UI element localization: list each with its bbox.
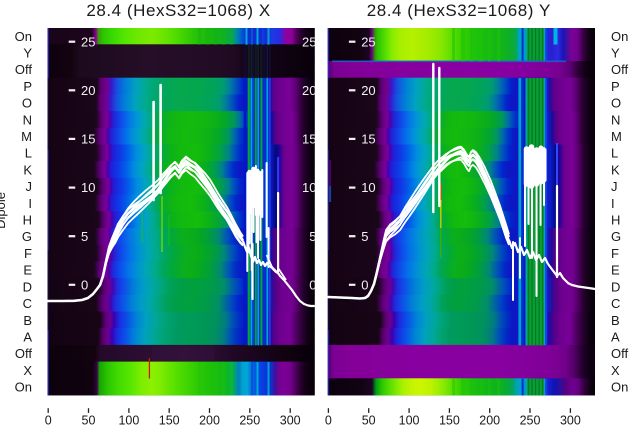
svg-text:B: B: [611, 313, 620, 328]
svg-text:Off: Off: [611, 62, 628, 77]
svg-text:A: A: [611, 329, 620, 344]
svg-text:20: 20: [361, 83, 375, 98]
svg-text:250: 250: [239, 414, 260, 428]
svg-text:0: 0: [325, 414, 332, 428]
svg-text:25: 25: [302, 34, 316, 49]
svg-text:20: 20: [81, 83, 95, 98]
svg-text:C: C: [611, 296, 620, 311]
svg-text:28.4 (HexS32=1068) X: 28.4 (HexS32=1068) X: [86, 1, 270, 20]
svg-text:F: F: [24, 246, 32, 261]
svg-text:100: 100: [399, 414, 420, 428]
svg-text:C: C: [23, 296, 32, 311]
svg-text:H: H: [23, 213, 32, 228]
svg-text:300: 300: [560, 414, 581, 428]
svg-text:Off: Off: [15, 62, 32, 77]
svg-text:10: 10: [361, 180, 375, 195]
svg-text:10: 10: [302, 180, 316, 195]
svg-text:P: P: [611, 79, 620, 94]
svg-text:O: O: [611, 96, 621, 111]
svg-text:200: 200: [479, 414, 500, 428]
svg-text:X: X: [23, 363, 32, 378]
svg-text:F: F: [611, 246, 619, 261]
svg-text:10: 10: [81, 180, 95, 195]
svg-text:On: On: [15, 29, 32, 44]
svg-text:G: G: [611, 229, 621, 244]
svg-text:150: 150: [439, 414, 460, 428]
svg-text:I: I: [611, 196, 615, 211]
svg-text:O: O: [22, 96, 32, 111]
svg-text:0: 0: [81, 277, 88, 292]
svg-text:E: E: [611, 263, 620, 278]
svg-text:G: G: [22, 229, 32, 244]
svg-text:50: 50: [82, 414, 96, 428]
svg-text:25: 25: [81, 34, 95, 49]
svg-text:300: 300: [280, 414, 301, 428]
svg-text:Dipole: Dipole: [0, 192, 8, 229]
svg-text:M: M: [611, 129, 622, 144]
svg-text:15: 15: [81, 132, 95, 147]
svg-text:K: K: [611, 162, 620, 177]
svg-text:28.4 (HexS32=1068) Y: 28.4 (HexS32=1068) Y: [367, 1, 551, 20]
svg-text:J: J: [26, 179, 33, 194]
svg-text:A: A: [23, 329, 32, 344]
svg-text:Off: Off: [15, 346, 32, 361]
svg-text:L: L: [611, 146, 618, 161]
svg-text:E: E: [23, 263, 32, 278]
svg-text:0: 0: [361, 277, 368, 292]
svg-text:150: 150: [159, 414, 180, 428]
svg-text:20: 20: [302, 83, 316, 98]
svg-text:H: H: [611, 213, 620, 228]
svg-text:15: 15: [361, 132, 375, 147]
svg-text:On: On: [611, 29, 628, 44]
svg-text:25: 25: [361, 34, 375, 49]
svg-text:On: On: [15, 380, 32, 395]
svg-text:K: K: [23, 162, 32, 177]
svg-text:200: 200: [199, 414, 220, 428]
svg-text:0: 0: [309, 277, 316, 292]
svg-text:X: X: [611, 363, 620, 378]
svg-text:P: P: [23, 79, 32, 94]
svg-text:L: L: [25, 146, 32, 161]
svg-text:N: N: [611, 112, 620, 127]
svg-text:250: 250: [520, 414, 541, 428]
svg-text:5: 5: [361, 229, 368, 244]
svg-text:J: J: [611, 179, 618, 194]
svg-text:I: I: [28, 196, 32, 211]
svg-text:N: N: [23, 112, 32, 127]
svg-text:5: 5: [81, 229, 88, 244]
svg-text:On: On: [611, 380, 628, 395]
svg-text:Off: Off: [611, 346, 628, 361]
svg-text:Y: Y: [23, 46, 32, 61]
svg-text:15: 15: [302, 132, 316, 147]
svg-text:100: 100: [118, 414, 139, 428]
svg-text:50: 50: [362, 414, 376, 428]
svg-text:M: M: [21, 129, 32, 144]
svg-text:Y: Y: [611, 46, 620, 61]
svg-text:5: 5: [309, 229, 316, 244]
svg-text:D: D: [611, 279, 620, 294]
svg-text:0: 0: [45, 414, 52, 428]
svg-text:D: D: [23, 279, 32, 294]
svg-text:B: B: [23, 313, 32, 328]
